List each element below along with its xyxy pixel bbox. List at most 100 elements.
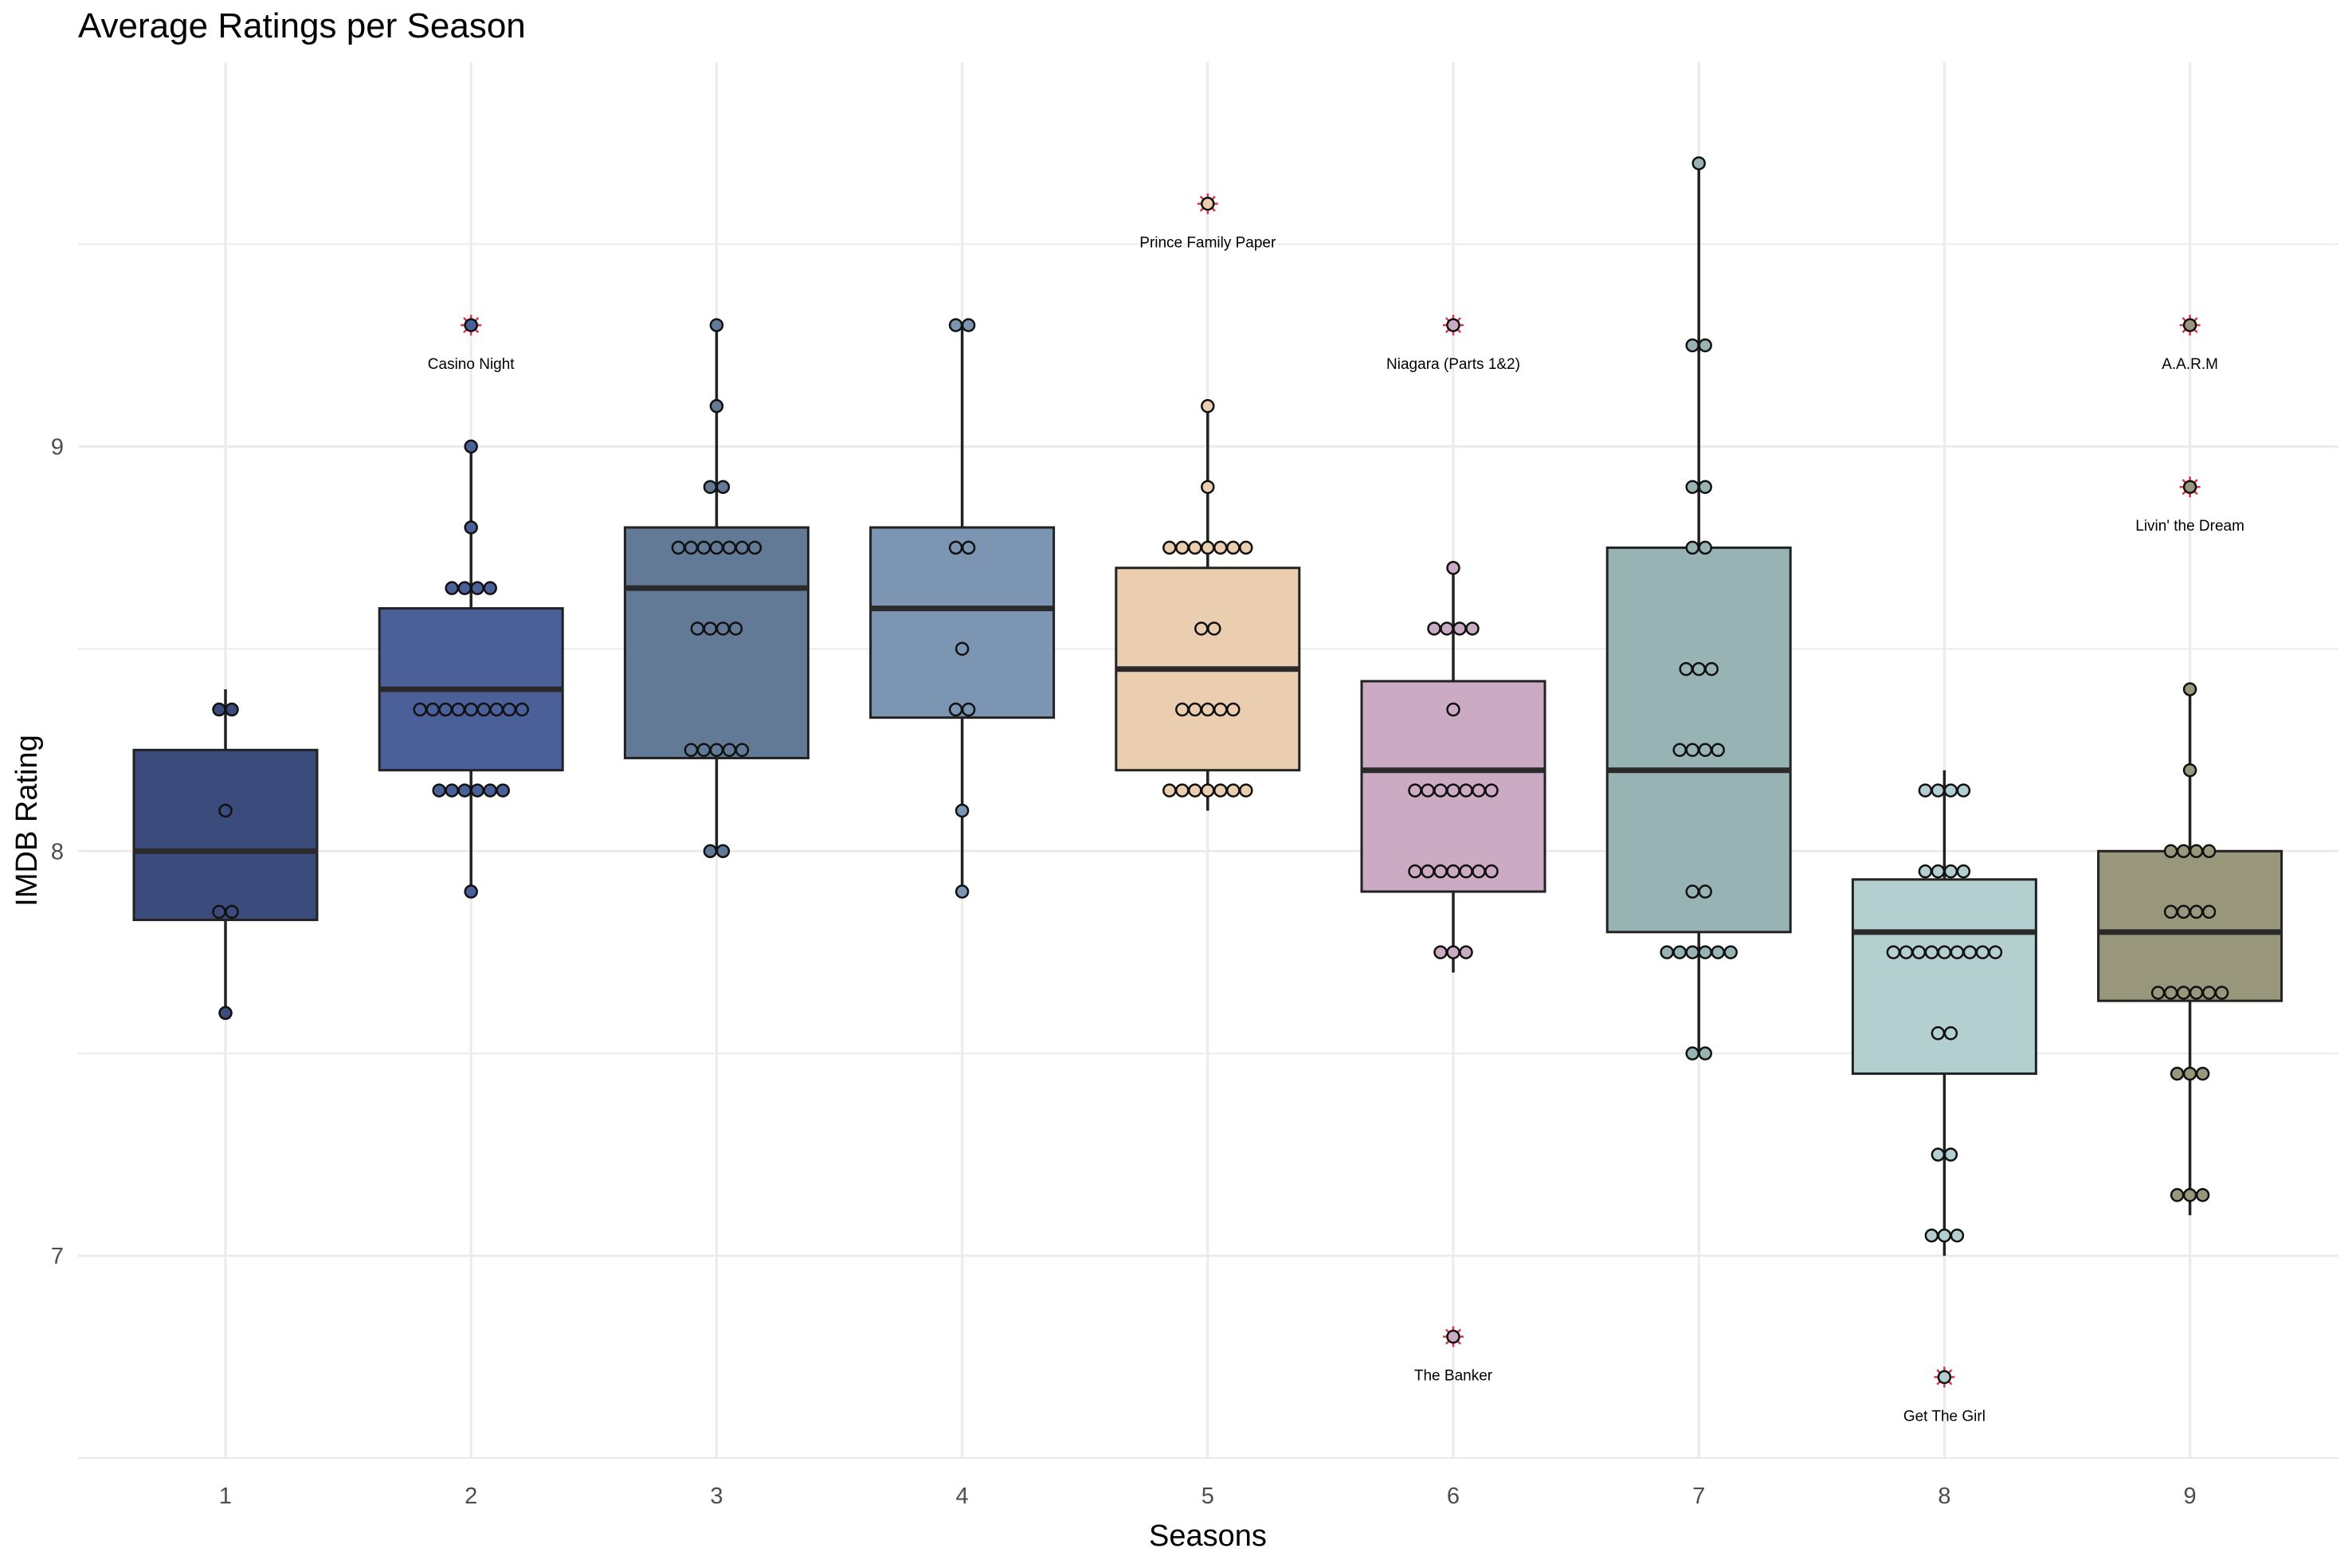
data-point — [1421, 783, 1435, 798]
data-point — [1679, 661, 1693, 676]
data-point — [1433, 864, 1448, 879]
x-axis-title: Seasons — [1149, 1519, 1267, 1553]
data-point — [1226, 540, 1241, 555]
y-tick-label: 7 — [51, 1244, 64, 1269]
data-point — [1943, 1026, 1958, 1041]
x-tick-label: 7 — [1692, 1484, 1705, 1509]
data-point — [457, 581, 472, 595]
box-season-8 — [1851, 878, 2037, 1076]
data-point — [1685, 945, 1699, 959]
data-point — [1433, 783, 1448, 798]
data-point — [735, 743, 750, 758]
data-point — [961, 702, 976, 717]
data-point — [1226, 702, 1241, 717]
data-point — [1962, 945, 1978, 959]
data-point — [2214, 986, 2229, 1000]
data-point — [1899, 945, 1914, 959]
data-point — [1484, 783, 1499, 798]
data-point — [2150, 986, 2166, 1000]
outlier-label: The Banker — [1414, 1368, 1493, 1385]
data-point — [2195, 1188, 2210, 1202]
data-point — [1918, 783, 1933, 798]
data-point — [2163, 986, 2178, 1000]
data-point — [709, 318, 724, 332]
outlier-layer: Casino Night Prince Family Paper Niagara (… — [428, 193, 2244, 1425]
data-point — [1931, 864, 1946, 879]
data-point — [2163, 844, 2178, 859]
x-tick-label: 1 — [219, 1484, 232, 1509]
data-point — [1685, 540, 1699, 555]
outlier-point — [1937, 1370, 1952, 1385]
data-point — [1175, 783, 1190, 798]
data-point — [1201, 398, 1215, 414]
data-point — [218, 1005, 233, 1021]
outlier-marker — [461, 315, 482, 336]
data-point — [2189, 844, 2204, 859]
data-point — [1685, 884, 1699, 899]
data-point — [483, 581, 497, 595]
data-point — [2182, 682, 2197, 696]
data-point — [1924, 945, 1939, 959]
data-point — [445, 783, 459, 798]
data-point — [2176, 986, 2191, 1000]
data-point — [1408, 783, 1422, 798]
data-point — [1201, 783, 1215, 798]
data-point — [1685, 480, 1699, 494]
data-point — [1698, 1046, 1712, 1060]
data-point — [948, 540, 963, 555]
data-point — [1672, 945, 1687, 959]
data-point — [1472, 864, 1486, 879]
outlier-label: Prince Family Paper — [1139, 235, 1276, 252]
data-point — [2189, 904, 2204, 919]
x-tick-label: 9 — [2184, 1484, 2197, 1509]
data-point — [1937, 1228, 1952, 1243]
data-point — [1162, 783, 1177, 798]
data-point — [1711, 743, 1725, 758]
data-point — [464, 439, 478, 454]
data-point — [1408, 864, 1422, 879]
data-point — [425, 702, 440, 717]
data-point — [212, 904, 226, 919]
data-point — [1704, 661, 1719, 676]
data-point — [496, 783, 510, 798]
box-season-4 — [869, 526, 1056, 719]
outlier-point — [464, 318, 478, 332]
outlier-point — [1201, 196, 1215, 211]
y-tick-label: 8 — [51, 839, 64, 864]
data-point — [1937, 945, 1952, 959]
data-point — [2182, 762, 2197, 778]
data-point — [703, 621, 718, 636]
data-point — [671, 540, 686, 555]
data-point — [457, 783, 472, 798]
tick-layer: 7 8 9 1 2 3 4 5 6 7 8 9 — [51, 434, 2197, 1509]
data-point — [696, 540, 711, 555]
data-point — [722, 540, 737, 555]
box-layer — [132, 526, 2283, 1076]
data-point — [483, 783, 497, 798]
data-point — [515, 702, 529, 717]
data-point — [735, 540, 750, 555]
data-point — [709, 398, 724, 414]
data-point — [1698, 884, 1712, 899]
data-point — [1660, 945, 1674, 959]
data-point — [476, 702, 491, 717]
data-point — [1685, 338, 1699, 353]
data-point — [2163, 904, 2178, 919]
data-point — [225, 904, 239, 919]
data-point — [1943, 864, 1958, 879]
outlier-marker — [1443, 315, 1464, 336]
data-point — [1175, 702, 1190, 717]
data-point — [1175, 540, 1190, 555]
data-point — [2201, 986, 2217, 1000]
data-point — [1956, 783, 1971, 798]
data-point — [955, 641, 970, 657]
data-point — [451, 702, 465, 717]
data-point — [1446, 864, 1460, 879]
data-point — [1472, 783, 1486, 798]
data-point — [1213, 783, 1228, 798]
data-point — [1201, 702, 1215, 717]
data-point — [445, 581, 459, 595]
data-point — [470, 783, 484, 798]
data-point — [489, 702, 504, 717]
